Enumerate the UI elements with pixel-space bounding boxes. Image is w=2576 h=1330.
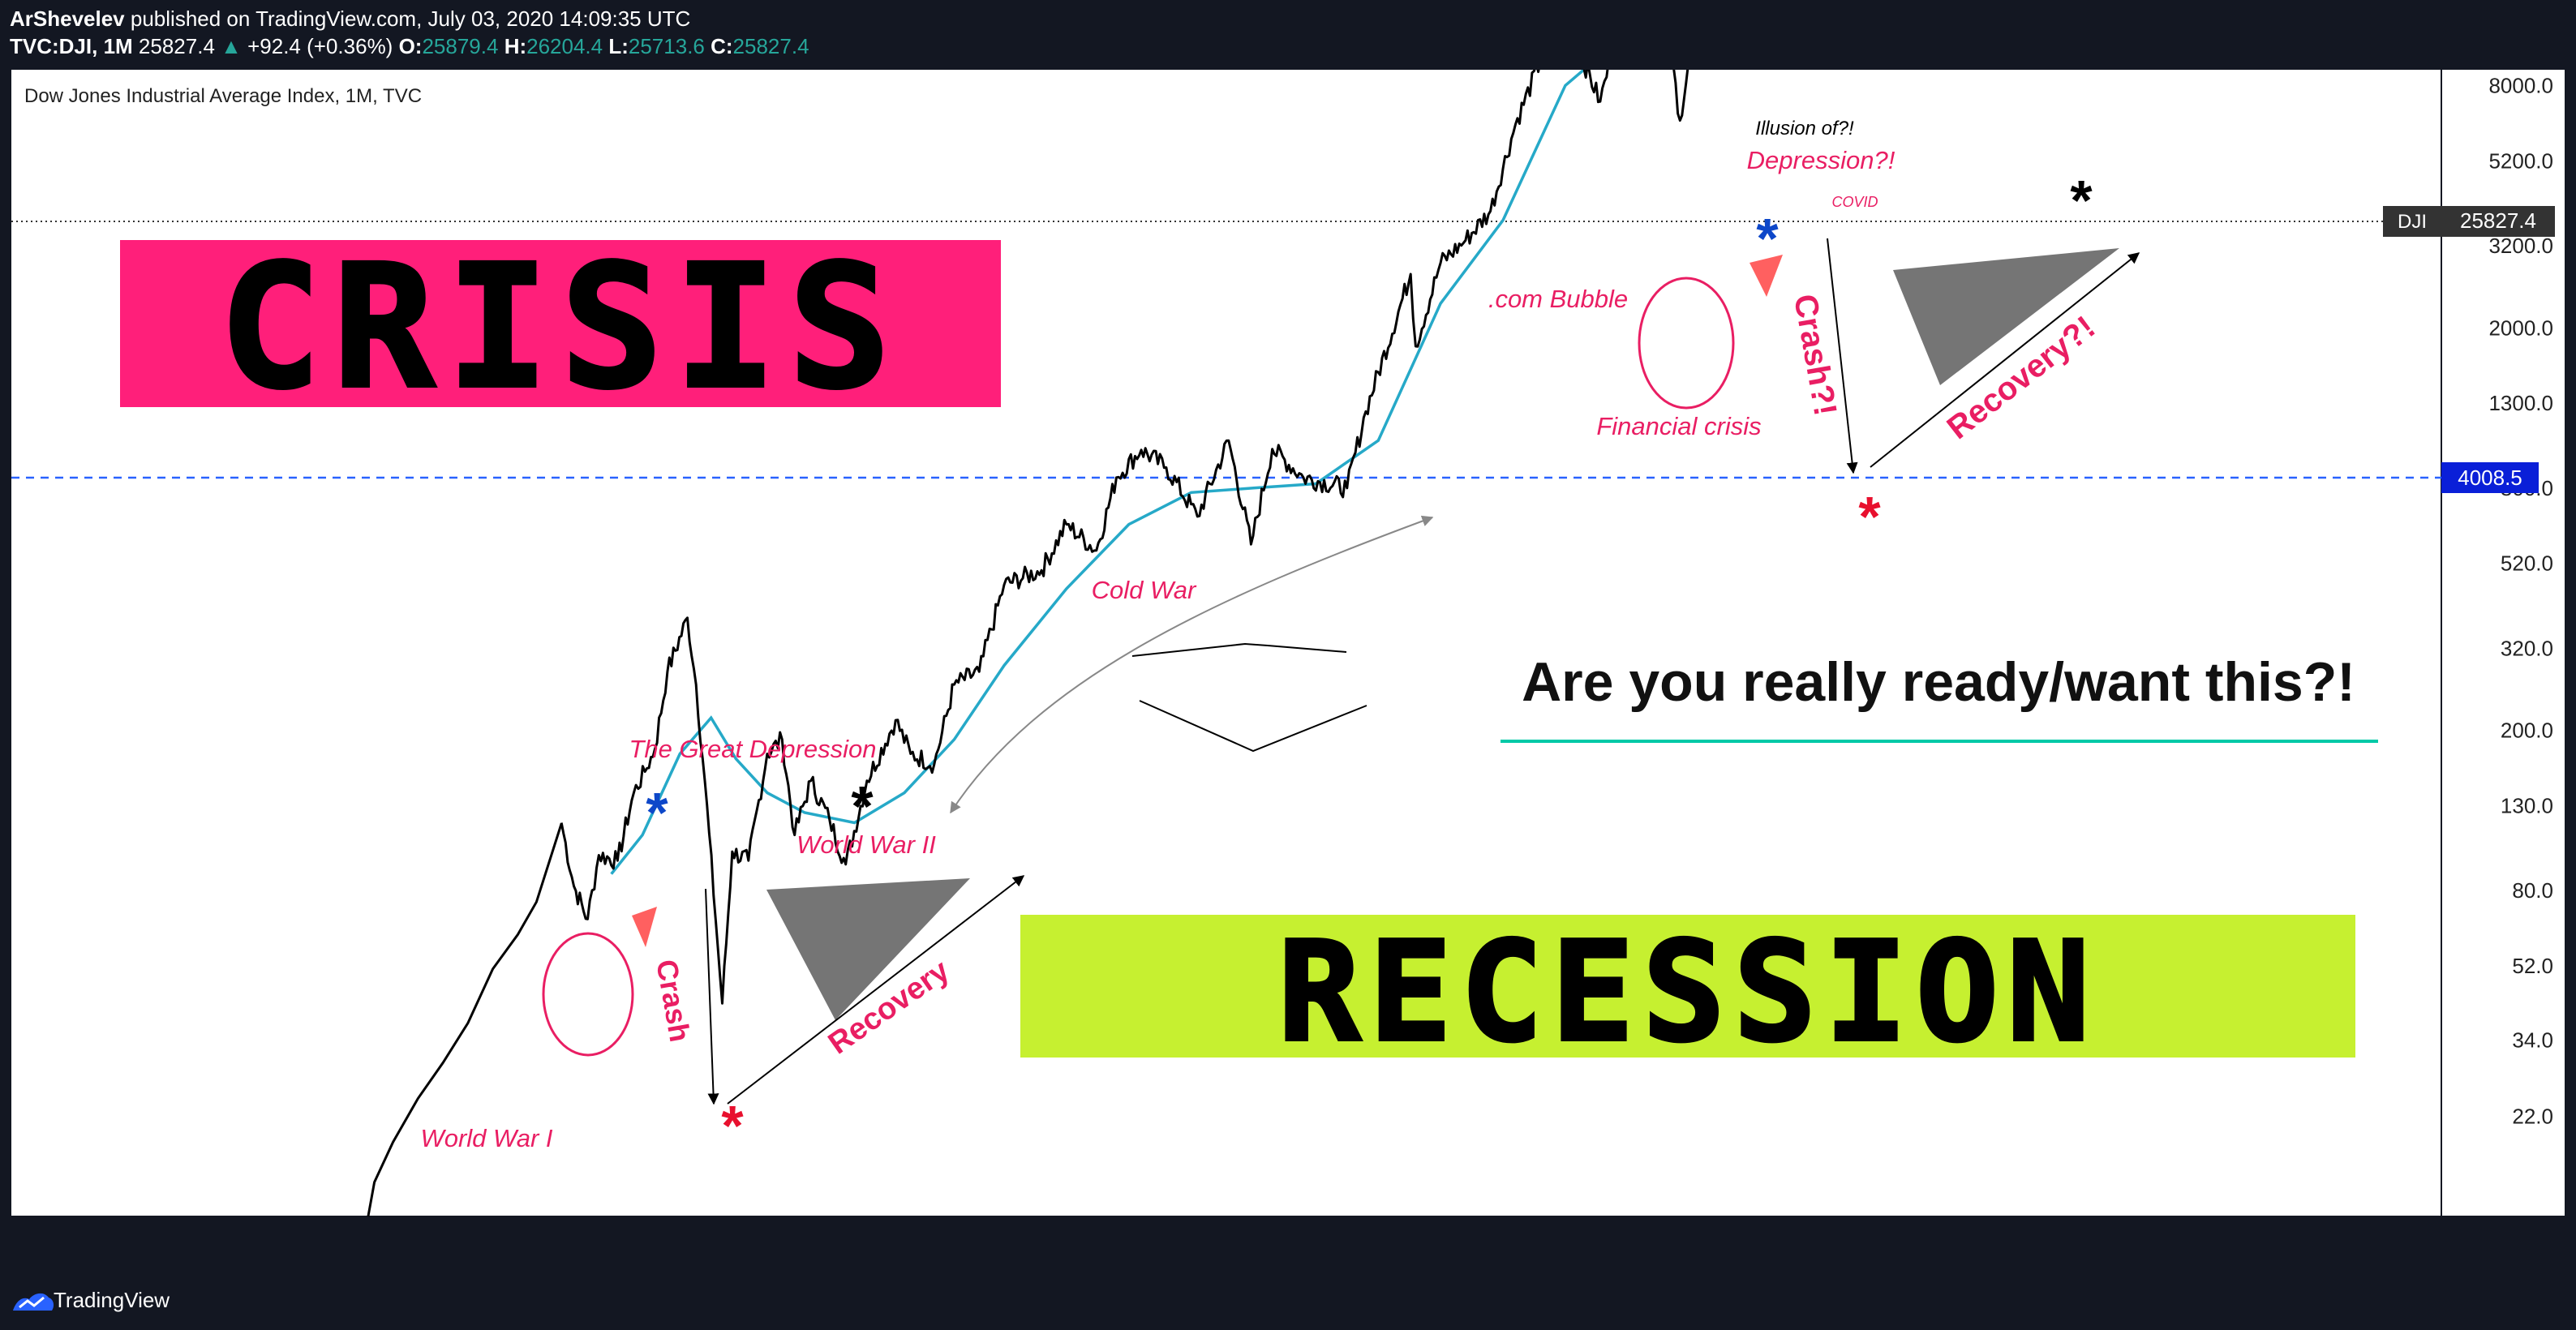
cold-war-arrow[interactable] (950, 515, 1434, 814)
open-label: O: (398, 34, 423, 58)
crash-2020-red-triangle (1750, 255, 1783, 297)
recession-banner (1020, 915, 2355, 1058)
price-tick-10: 2000.0 (2488, 315, 2553, 340)
last-price-tag (2441, 206, 2555, 237)
headline-question: Are you really ready/want this?! (1522, 651, 2355, 713)
covid-crash-arrow[interactable] (1827, 238, 1858, 474)
cold-war-label: Cold War (1092, 576, 1197, 604)
price-tick-1: 34.0 (2512, 1028, 2553, 1053)
crash-arrow[interactable] (705, 888, 719, 1105)
high-value: 26204.4 (526, 34, 603, 58)
symbol-label: TVC:DJI, 1M (10, 34, 133, 58)
ww1-ellipse[interactable] (542, 932, 634, 1057)
dow-jones-chart[interactable]: Dow Jones Industrial Average Index, 1M, … (0, 70, 2576, 1218)
last-value: 25827.4 (138, 34, 215, 58)
tradingview-brand[interactable]: TradingView (54, 1288, 170, 1312)
price-tick-0: 22.0 (2512, 1105, 2553, 1129)
crisis-banner (120, 240, 1001, 407)
future-triangle-drawing[interactable] (1893, 248, 2119, 385)
moving-average-line[interactable] (610, 70, 1821, 875)
black-asterisk-icon-future: * (2070, 169, 2093, 232)
great-depression-label: The Great Depression (629, 735, 877, 763)
dji-price-line[interactable] (560, 70, 1821, 1005)
recovery-arrow[interactable] (727, 875, 1025, 1105)
crisis-text: CRISIS (219, 228, 903, 427)
crash-1929-red-triangle (632, 907, 657, 947)
covid-label: COVID (1831, 194, 1878, 210)
price-tick-3: 80.0 (2512, 878, 2553, 903)
level-price-tag-text: 4008.5 (2458, 466, 2522, 490)
close-label: C: (711, 34, 733, 58)
published-text: published on TradingView.com, July 03, 2… (130, 6, 691, 31)
price-axis[interactable]: 22.034.052.080.0130.0200.0320.0520.0800.… (2477, 70, 2553, 1129)
red-asterisk-icon-1932: * (721, 1094, 744, 1157)
price-tick-2: 52.0 (2512, 954, 2553, 978)
chart-title: Dow Jones Industrial Average Index, 1M, … (24, 85, 422, 107)
publication-header: ArShevelev published on TradingView.com,… (0, 0, 2576, 70)
high-label: H: (504, 34, 527, 58)
price-tick-11: 3200.0 (2488, 234, 2553, 258)
ww2-triangle-drawing[interactable] (766, 878, 970, 1020)
symbol-tag-text: DJI (2398, 211, 2427, 233)
ohlc-line: TVC:DJI, 1M 25827.4 ▲ +92.4 (+0.36%) O:2… (10, 34, 809, 59)
dotcom-label: .com Bubble (1488, 285, 1628, 313)
open-value: 25879.4 (422, 34, 499, 58)
dji-price-line-early[interactable] (367, 823, 563, 1217)
close-value: 25827.4 (732, 34, 809, 58)
price-tick-6: 320.0 (2501, 636, 2553, 660)
price-tick-12: 5200.0 (2488, 148, 2553, 173)
blue-asterisk-icon-1929: * (646, 781, 668, 844)
price-tick-7: 520.0 (2501, 551, 2553, 576)
financial-crisis-label: Financial crisis (1596, 412, 1761, 440)
depression-question-label: Depression?! (1747, 146, 1896, 174)
blue-asterisk-icon-2020: * (1756, 207, 1779, 270)
price-axis-background (2441, 70, 2565, 1216)
author-name[interactable]: ArShevelev (10, 6, 125, 31)
low-label: L: (608, 34, 629, 58)
price-tick-13: 8000.0 (2488, 73, 2553, 97)
price-tick-9: 1300.0 (2488, 391, 2553, 415)
illusion-label: Illusion of?! (1755, 118, 1854, 139)
financial-crisis-ellipse[interactable] (1638, 277, 1735, 410)
future-recovery-arrow[interactable] (1870, 252, 2140, 468)
price-tick-5: 200.0 (2501, 719, 2553, 743)
price-tick-4: 130.0 (2501, 794, 2553, 818)
tradingview-logo-icon[interactable] (11, 1288, 55, 1312)
change-value: +92.4 (+0.36%) (247, 34, 393, 58)
black-asterisk-icon-1946: * (851, 774, 874, 838)
ww2-label: World War II (796, 830, 936, 859)
last-price-tag-text: 25827.4 (2460, 208, 2536, 233)
ww1-label: World War I (420, 1124, 552, 1152)
publication-line: ArShevelev published on TradingView.com,… (10, 6, 690, 32)
low-value: 25713.6 (628, 34, 705, 58)
footer-bar (0, 1218, 2576, 1330)
red-asterisk-icon-2024: * (1858, 485, 1881, 548)
change-up-icon: ▲ (221, 34, 242, 58)
symbol-tag (2383, 206, 2441, 237)
level-price-tag (2441, 462, 2539, 493)
time-axis[interactable]: 1915192719391951196319751987199920112023… (482, 1216, 2325, 1218)
recession-text: RECESSION (1277, 912, 2097, 1073)
